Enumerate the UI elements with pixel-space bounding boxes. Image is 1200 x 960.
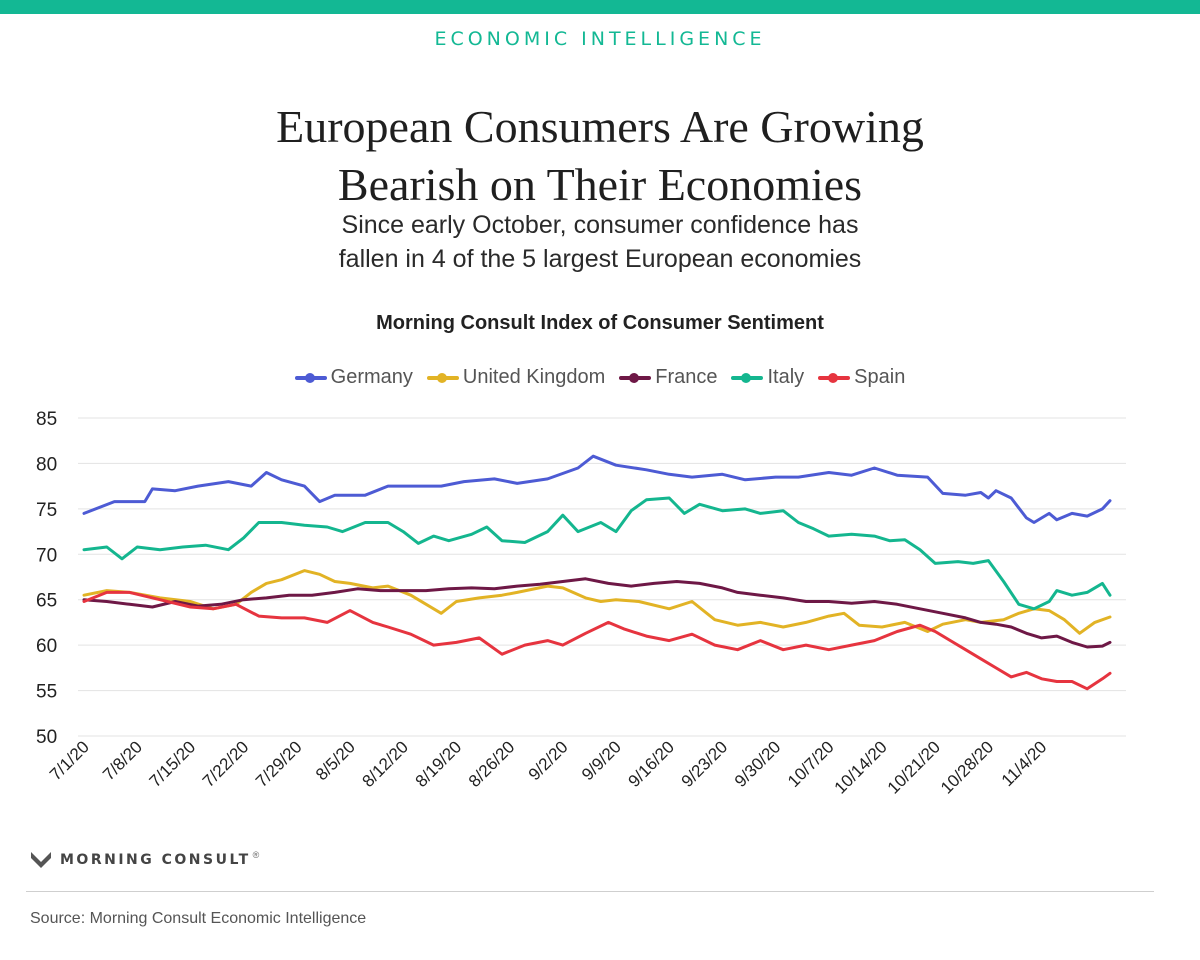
logo-wordmark: MORNING CONSULT [60,852,251,868]
x-tick-label: 8/5/20 [312,737,359,784]
page-title: European Consumers Are Growing Bearish o… [0,98,1200,214]
series-line-germany [82,454,1112,524]
y-tick-label: 65 [36,591,57,612]
y-tick-label: 60 [36,636,57,657]
subtitle-line-1: Since early October, consumer confidence… [341,211,859,239]
x-tick-label: 7/8/20 [99,737,146,784]
legend-marker-italy [731,372,764,383]
legend-marker-france [619,372,652,383]
x-tick-label: 9/23/20 [678,737,732,791]
legend-label-italy: Italy [767,366,805,388]
x-tick-label: 10/14/20 [831,737,891,797]
x-tick-label: 7/22/20 [199,737,253,791]
y-tick-label: 50 [36,727,57,748]
legend-item-italy: Italy [731,366,804,389]
legend-item-germany: Germany [294,366,413,389]
subtitle: Since early October, consumer confidence… [0,208,1200,276]
legend-item-spain: Spain [818,366,905,389]
x-tick-label: 10/7/20 [784,737,838,791]
footer-divider [26,891,1154,892]
series-line-italy [82,496,1112,611]
legend-label-germany: Germany [330,366,413,388]
legend-marker-germany [294,372,327,383]
chart-title: Morning Consult Index of Consumer Sentim… [376,312,824,334]
source-note: Source: Morning Consult Economic Intelli… [30,910,367,927]
series-line-france [82,577,1112,649]
top-accent-bar [0,0,1200,14]
x-tick-label: 11/4/20 [998,737,1051,790]
subtitle-line-2: fallen in 4 of the 5 largest European ec… [338,245,862,273]
y-tick-label: 75 [36,500,57,521]
x-tick-label: 9/16/20 [624,737,678,791]
x-tick-label: 9/30/20 [731,737,785,791]
legend-label-united-kingdom: United Kingdom [462,366,606,388]
legend-marker-spain [818,372,851,383]
legend-label-spain: Spain [854,366,906,388]
y-tick-label: 55 [36,682,57,703]
chart-legend: Germany United Kingdom France Italy Spai… [0,366,1200,389]
x-tick-label: 10/28/20 [937,737,997,797]
x-tick-label: 7/29/20 [252,737,306,791]
series-line-spain [82,590,1112,691]
section-label: ECONOMIC INTELLIGENCE [434,28,766,50]
morning-consult-m-icon [31,852,51,868]
y-tick-label: 70 [36,545,57,566]
y-tick-label: 80 [36,454,57,475]
legend-marker-united-kingdom [426,372,459,383]
title-line-1: European Consumers Are Growing [276,101,924,152]
legend-item-france: France [619,366,717,389]
x-tick-label: 8/19/20 [412,737,466,791]
morning-consult-logo: MORNING CONSULT ® [30,850,260,869]
x-tick-label: 8/26/20 [465,737,519,791]
logo-trademark: ® [252,850,260,860]
x-tick-label: 9/9/20 [578,737,625,784]
x-tick-label: 8/12/20 [358,737,412,791]
y-tick-label: 85 [36,409,57,430]
x-tick-label: 7/15/20 [146,737,200,791]
x-tick-label: 9/2/20 [525,737,572,784]
legend-label-france: France [655,366,718,388]
x-tick-label: 10/21/20 [884,737,944,797]
title-line-2: Bearish on Their Economies [337,159,863,210]
legend-item-united-kingdom: United Kingdom [426,366,606,389]
